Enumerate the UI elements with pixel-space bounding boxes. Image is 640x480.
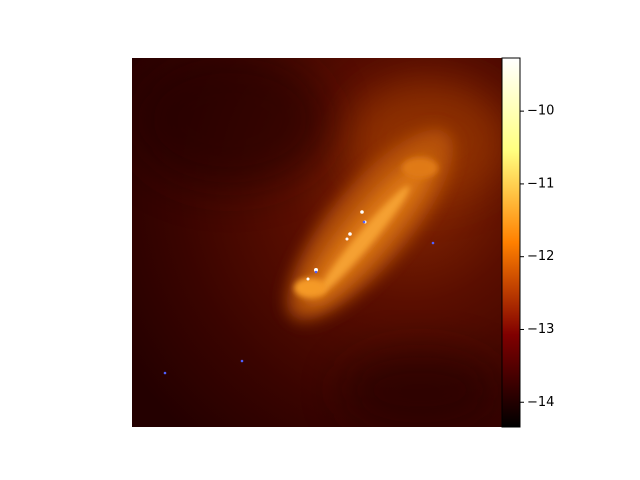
colorbar-tick-label: −14 [527,395,554,410]
colorbar-tick-label: −10 [527,104,554,119]
colorbar-tick-label: −11 [527,176,554,191]
colorbar-tick-label: −13 [527,322,554,337]
colorbar-tick-label: −12 [527,249,554,264]
density-image [132,58,502,427]
colorbar-frame [501,57,521,428]
colorbar [502,58,520,427]
